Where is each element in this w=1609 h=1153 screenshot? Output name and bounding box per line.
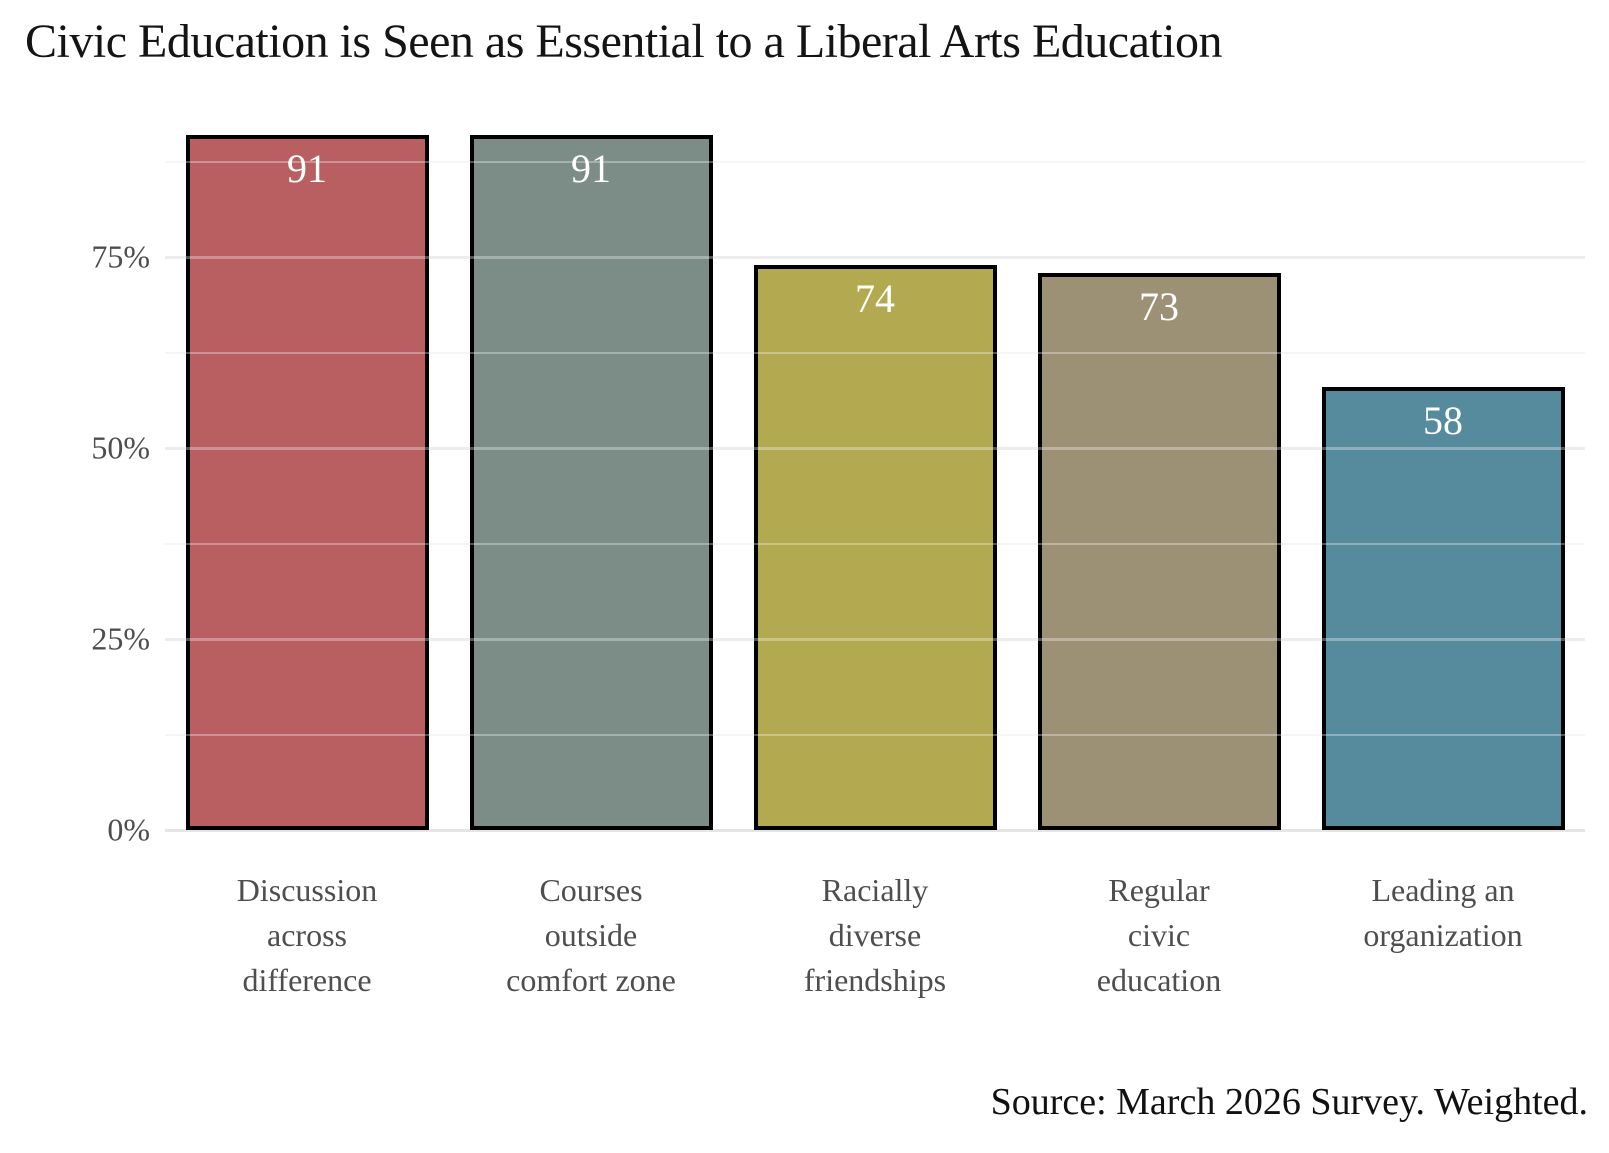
x-tick-label-courses-outside-comfort-zone: Courses outside comfort zone xyxy=(506,872,676,998)
y-axis: 0% 25% 50% 75% xyxy=(0,100,150,848)
gridline-50 xyxy=(165,447,1585,451)
chart-title: Civic Education is Seen as Essential to … xyxy=(25,15,1223,68)
gridline-75 xyxy=(165,256,1585,260)
bar-value-label: 73 xyxy=(1139,283,1179,329)
source-note: Source: March 2026 Survey. Weighted. xyxy=(990,1081,1588,1123)
x-tick-label-racially-diverse-friendships: Racially diverse friendships xyxy=(803,872,947,998)
plot-area: 91 91 74 73 58 xyxy=(165,100,1585,832)
gridline-0 xyxy=(165,829,1585,832)
bar-courses-outside-comfort-zone: 91 xyxy=(469,135,713,830)
y-tick-label-25pct: 25% xyxy=(91,620,150,657)
bar-value-label: 58 xyxy=(1423,398,1463,444)
bar-discussion-across-difference: 91 xyxy=(185,135,429,830)
x-tick-label-leading-an-organization: Leading an organization xyxy=(1363,872,1523,953)
gridline-37.5 xyxy=(165,542,1585,545)
y-tick-label-0pct: 0% xyxy=(107,811,150,848)
gridline-25 xyxy=(165,638,1585,642)
gridline-87.5 xyxy=(165,160,1585,163)
x-tick-label-discussion-across-difference: Discussion across difference xyxy=(236,872,378,998)
gridline-62.5 xyxy=(165,351,1585,354)
bar-regular-civic-education: 73 xyxy=(1037,272,1281,830)
y-tick-label-50pct: 50% xyxy=(91,429,150,466)
bar-value-label: 91 xyxy=(571,146,611,192)
y-tick-label-75pct: 75% xyxy=(91,238,150,275)
gridline-75 xyxy=(165,256,1585,260)
bar-leading-an-organization: 58 xyxy=(1321,387,1565,830)
gridline-87.5 xyxy=(165,160,1585,163)
x-tick-label-regular-civic-education: Regular civic education xyxy=(1096,872,1222,998)
bar-value-label: 74 xyxy=(855,275,895,321)
x-axis: Discussion across difference Courses outs… xyxy=(165,868,1585,1048)
gridline-12.5 xyxy=(165,733,1585,736)
bar-value-label: 91 xyxy=(287,146,327,192)
bar-racially-diverse-friendships: 74 xyxy=(753,264,997,830)
